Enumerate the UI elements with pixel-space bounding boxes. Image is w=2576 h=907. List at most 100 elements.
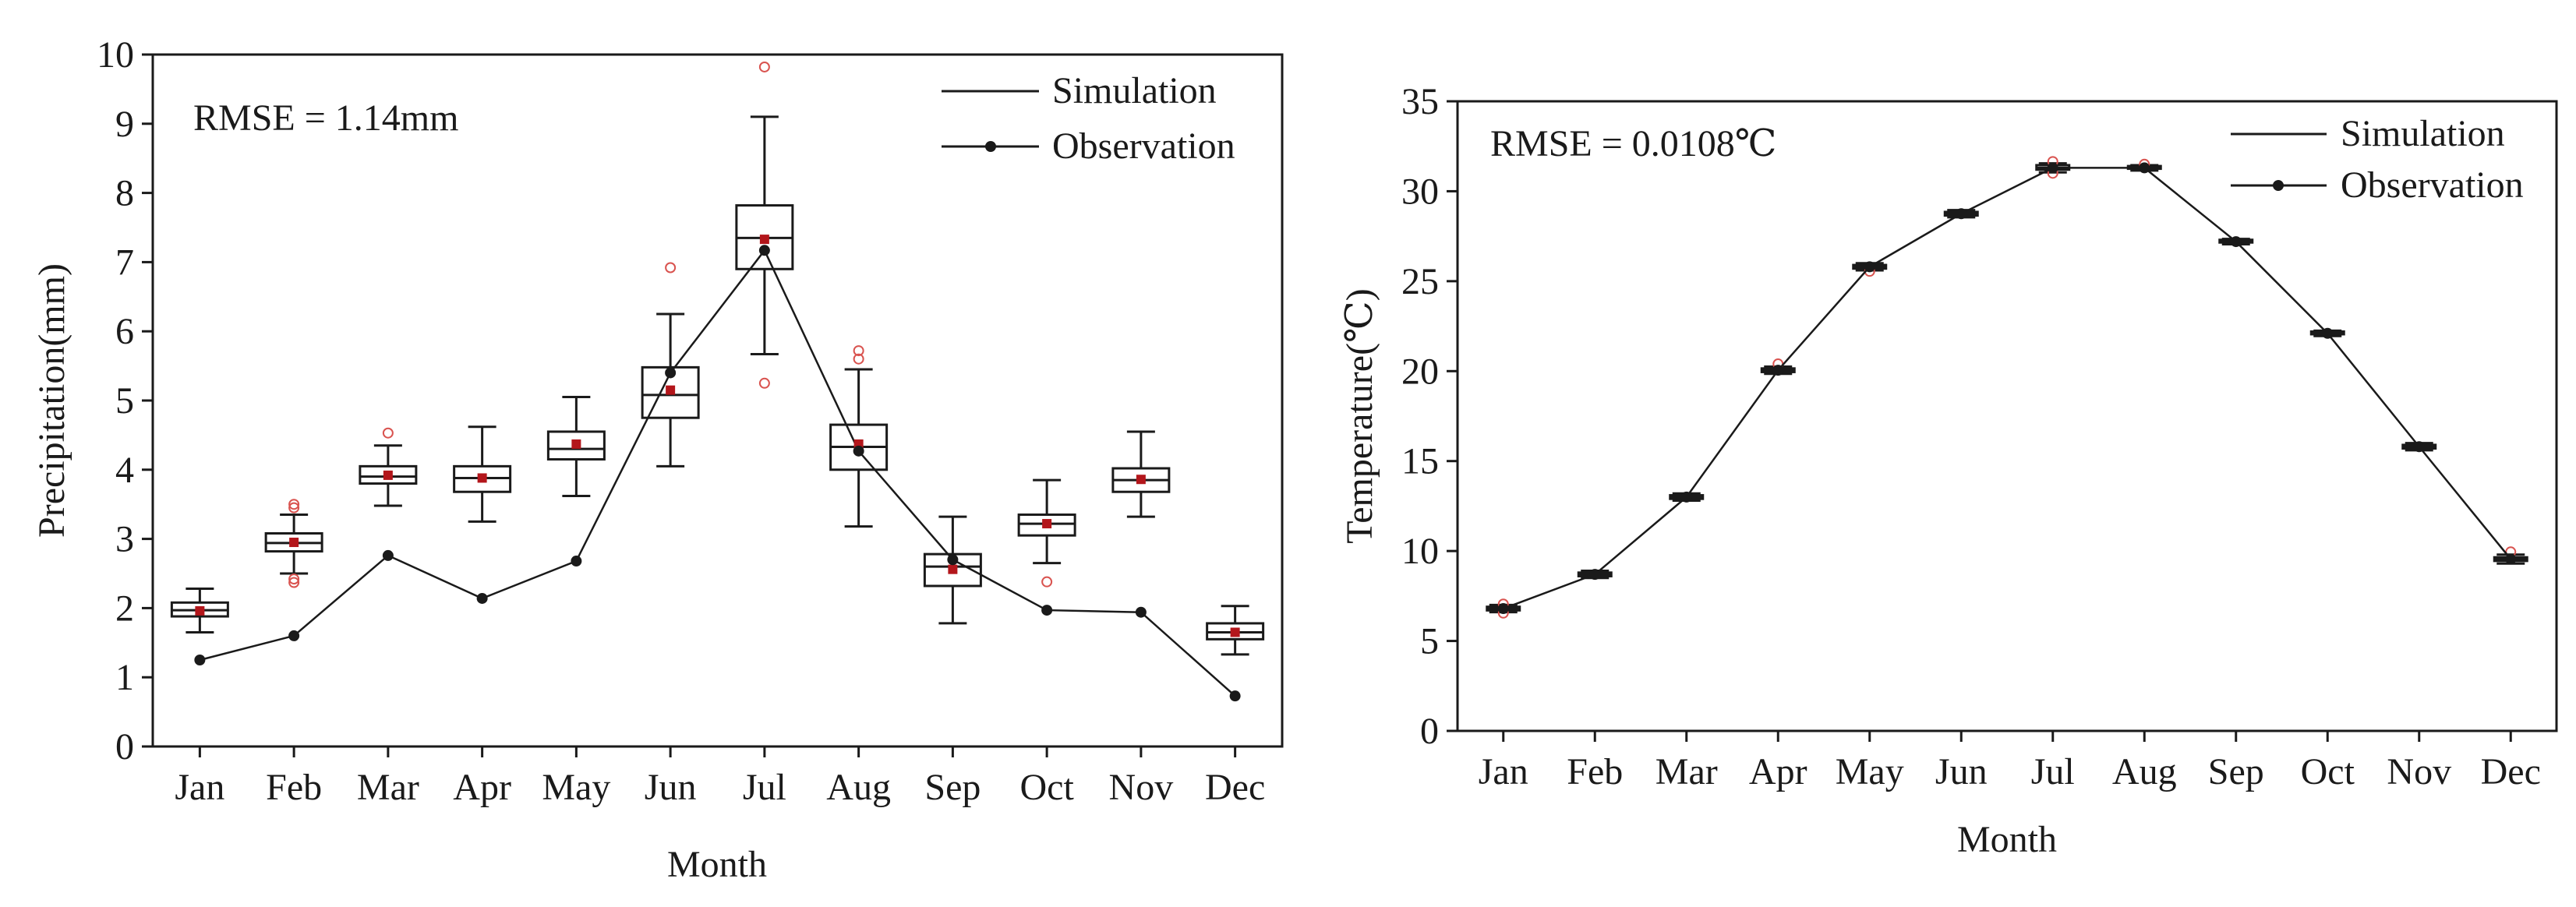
temperature-observation-point bbox=[1956, 208, 1967, 220]
temperature-observation-point bbox=[1497, 603, 1509, 615]
precipitation-mean-marker bbox=[1042, 519, 1052, 529]
temperature-observation-point bbox=[2047, 162, 2058, 174]
temperature-y-axis-title: Temperature(℃) bbox=[1339, 288, 1380, 544]
temperature-plot-marks bbox=[1486, 156, 2528, 619]
precipitation-outlier-point bbox=[1041, 576, 1053, 588]
precipitation-observation-point bbox=[476, 592, 488, 604]
precipitation-box-apr bbox=[453, 425, 512, 523]
temperature-observation-point bbox=[1864, 261, 1875, 273]
precipitation-mean-marker bbox=[1136, 475, 1146, 485]
precipitation-x-tick-label: Nov bbox=[1109, 767, 1174, 808]
temperature-observation-point bbox=[1589, 569, 1601, 581]
temperature-plot-frame bbox=[1456, 100, 2558, 732]
precipitation-observation-point bbox=[571, 556, 582, 567]
precipitation-box-jun bbox=[641, 262, 700, 468]
precipitation-legend-simulation-label: Simulation bbox=[1052, 70, 1217, 111]
precipitation-x-tick-label: Jul bbox=[743, 767, 786, 808]
temperature-x-tick-label: Apr bbox=[1749, 751, 1807, 792]
precipitation-observation-point bbox=[382, 549, 394, 561]
precipitation-y-tick-label: 7 bbox=[115, 242, 134, 283]
temperature-y-tick-label: 10 bbox=[1401, 531, 1439, 572]
precipitation-y-tick-label: 5 bbox=[115, 380, 134, 422]
temperature-x-tick-label: Jul bbox=[2031, 751, 2075, 792]
temperature-x-tick-label: Nov bbox=[2387, 751, 2451, 792]
precipitation-legend-observation-label: Observation bbox=[1052, 125, 1235, 167]
precipitation-outlier-point bbox=[853, 353, 864, 365]
temperature-x-tick-label: Dec bbox=[2481, 751, 2541, 792]
precipitation-plot-marks bbox=[170, 61, 1265, 702]
precipitation-x-tick-label: Jan bbox=[175, 767, 224, 808]
precipitation-outlier-point bbox=[758, 61, 770, 72]
temperature-legend-observation-dot bbox=[2273, 180, 2284, 191]
precipitation-x-tick-label: May bbox=[542, 767, 610, 808]
precipitation-observation-point bbox=[758, 245, 770, 256]
precipitation-observation-point bbox=[1041, 605, 1053, 616]
precipitation-y-tick-label: 4 bbox=[115, 450, 134, 491]
precipitation-observation-point bbox=[1229, 690, 1241, 702]
precipitation-observation-point bbox=[853, 445, 864, 457]
precipitation-x-tick-label: Jun bbox=[645, 767, 697, 808]
temperature-observation-point bbox=[2505, 553, 2517, 565]
precipitation-y-tick-label: 8 bbox=[115, 173, 134, 214]
temperature-y-tick-label: 15 bbox=[1401, 441, 1439, 482]
precipitation-mean-marker bbox=[195, 605, 205, 616]
temperature-rmse-annotation: RMSE = 0.0108℃ bbox=[1490, 123, 1776, 164]
temperature-legend-observation-label: Observation bbox=[2341, 164, 2524, 206]
temperature-y-tick-label: 30 bbox=[1401, 171, 1439, 212]
precipitation-outlier-point bbox=[288, 573, 300, 585]
temperature-y-tick-label: 20 bbox=[1401, 351, 1439, 392]
temperature-observation-line bbox=[1503, 167, 2512, 610]
precipitation-mean-marker bbox=[477, 473, 487, 483]
precipitation-observation-line bbox=[200, 248, 1236, 697]
precipitation-outlier-point bbox=[288, 502, 300, 513]
precipitation-rmse-annotation: RMSE = 1.14mm bbox=[193, 97, 458, 139]
temperature-observation-point bbox=[2322, 327, 2334, 339]
precipitation-box-nov bbox=[1111, 430, 1171, 518]
temperature-y-tick-label: 0 bbox=[1420, 711, 1439, 752]
precipitation-mean-marker bbox=[383, 470, 393, 480]
temperature-panel: 0 5 10 15 20 25 30 35 Jan Feb Mar Apr May Jun Jul Aug Se… bbox=[1339, 81, 2558, 860]
precipitation-observation-point bbox=[194, 655, 206, 665]
temperature-observation-point bbox=[2139, 162, 2150, 174]
precipitation-y-tick-label: 9 bbox=[115, 104, 134, 145]
temperature-y-tick-label: 5 bbox=[1420, 621, 1439, 662]
precipitation-observation-point bbox=[665, 367, 677, 379]
precipitation-mean-marker bbox=[759, 235, 769, 245]
precipitation-y-tick-label: 1 bbox=[115, 657, 134, 698]
precipitation-mean-marker bbox=[948, 564, 958, 574]
temperature-x-tick-label: Mar bbox=[1655, 751, 1718, 792]
precipitation-outlier-point bbox=[853, 345, 864, 357]
precipitation-axis-ticks: 0 1 2 3 4 5 6 7 8 9 10 Jan Feb Mar Apr May Jun Jul Aug Sep O… bbox=[97, 34, 1265, 808]
precipitation-x-tick-label: Feb bbox=[266, 767, 322, 808]
precipitation-x-tick-label: Dec bbox=[1205, 767, 1265, 808]
precipitation-outlier-point bbox=[288, 577, 300, 588]
temperature-x-tick-label: Jan bbox=[1479, 751, 1528, 792]
precipitation-y-tick-label: 3 bbox=[115, 519, 134, 560]
precipitation-outlier-point bbox=[382, 427, 394, 439]
precipitation-mean-marker bbox=[571, 439, 581, 449]
precipitation-outlier-point bbox=[665, 262, 677, 274]
temperature-legend: Simulation Observation bbox=[2231, 113, 2524, 206]
precipitation-panel: 0 1 2 3 4 5 6 7 8 9 10 Jan Feb Mar Apr May Jun Jul Aug Sep O… bbox=[31, 34, 1284, 885]
temperature-axis-ticks: 0 5 10 15 20 25 30 35 Jan Feb Mar Apr May Jun Jul Aug Se… bbox=[1401, 81, 2541, 792]
temperature-x-tick-label: Sep bbox=[2208, 751, 2264, 792]
precipitation-legend-observation-dot bbox=[985, 141, 996, 152]
temperature-x-tick-label: May bbox=[1836, 751, 1904, 792]
precipitation-observation-point bbox=[1135, 606, 1147, 618]
precipitation-mean-marker bbox=[666, 385, 676, 395]
temperature-y-tick-label: 25 bbox=[1401, 261, 1439, 302]
precipitation-box-jul bbox=[735, 61, 794, 389]
precipitation-box-oct bbox=[1017, 478, 1076, 588]
precipitation-outlier-point bbox=[288, 499, 300, 510]
precipitation-y-tick-label: 0 bbox=[115, 726, 134, 768]
temperature-observation-point bbox=[1772, 365, 1784, 376]
temperature-x-axis-title: Month bbox=[1957, 819, 2057, 860]
precipitation-x-tick-label: Aug bbox=[826, 767, 891, 808]
precipitation-x-axis-title: Month bbox=[667, 844, 767, 885]
temperature-x-tick-label: Aug bbox=[2112, 751, 2177, 792]
temperature-y-tick-label: 35 bbox=[1401, 81, 1439, 122]
precipitation-x-tick-label: Sep bbox=[924, 767, 981, 808]
temperature-x-tick-label: Oct bbox=[2301, 751, 2355, 792]
precipitation-mean-marker bbox=[1230, 627, 1240, 637]
